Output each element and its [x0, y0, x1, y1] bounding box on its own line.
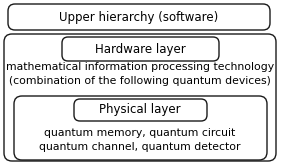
FancyBboxPatch shape — [8, 4, 270, 30]
FancyBboxPatch shape — [62, 37, 219, 61]
FancyBboxPatch shape — [74, 99, 207, 121]
Text: Physical layer: Physical layer — [99, 103, 181, 116]
FancyBboxPatch shape — [4, 34, 276, 161]
Text: Hardware layer: Hardware layer — [95, 43, 185, 55]
Text: mathematical information processing technology
(combination of the following qua: mathematical information processing tech… — [6, 62, 274, 86]
Text: Upper hierarchy (software): Upper hierarchy (software) — [59, 11, 219, 23]
Text: quantum memory, quantum circuit
quantum channel, quantum detector: quantum memory, quantum circuit quantum … — [39, 128, 241, 152]
FancyBboxPatch shape — [14, 96, 267, 160]
